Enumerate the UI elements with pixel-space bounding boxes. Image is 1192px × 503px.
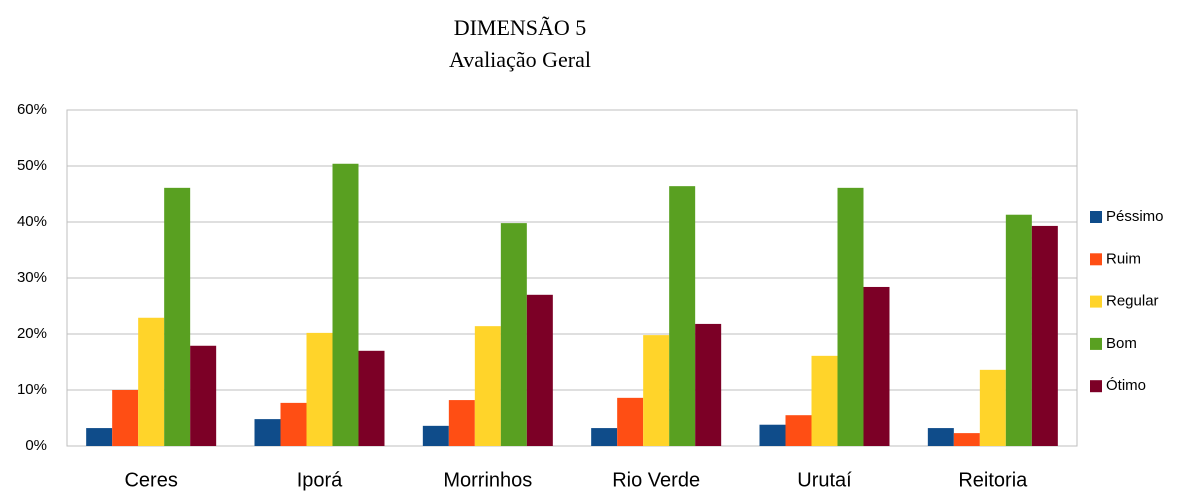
bar (306, 332, 333, 446)
bar (254, 419, 281, 446)
bar (785, 415, 812, 446)
y-tick-label: 0% (25, 437, 47, 454)
bar (422, 425, 449, 446)
y-tick-label: 20% (17, 325, 47, 342)
y-tick-label: 30% (17, 269, 47, 286)
bar (138, 317, 165, 446)
x-tick-label: Reitoria (958, 469, 1028, 491)
bar (164, 187, 191, 446)
bar (112, 390, 139, 446)
x-tick-label: Urutaí (797, 469, 852, 491)
bar (448, 400, 475, 446)
legend-label: Ruim (1106, 250, 1141, 267)
legend-swatch (1090, 253, 1102, 266)
y-tick-label: 50% (17, 157, 47, 174)
bar (332, 163, 359, 446)
legend-swatch (1090, 337, 1102, 350)
y-tick-label: 40% (17, 213, 47, 230)
bar (1005, 214, 1032, 446)
y-tick-label: 60% (17, 101, 47, 118)
bar (280, 402, 307, 446)
bar (863, 286, 890, 446)
y-tick-label: 10% (17, 381, 47, 398)
bar (500, 223, 527, 446)
legend-swatch (1090, 295, 1102, 308)
bar (591, 428, 618, 446)
bar (474, 326, 501, 446)
bar (811, 355, 838, 446)
legend-label: Ótimo (1106, 377, 1146, 394)
bar (190, 345, 217, 446)
bar (643, 335, 670, 446)
legend-label: Regular (1106, 293, 1159, 310)
x-tick-label: Iporá (297, 469, 343, 491)
legend-swatch (1090, 211, 1102, 223)
x-tick-label: Morrinhos (443, 469, 532, 491)
legend-swatch (1090, 380, 1102, 393)
bar (837, 187, 864, 446)
bar (927, 428, 954, 446)
bar (979, 369, 1006, 446)
bar (86, 428, 113, 446)
x-tick-label: Ceres (124, 469, 177, 491)
bar (1031, 225, 1058, 446)
bar (358, 350, 385, 446)
bar (759, 424, 786, 446)
bar (617, 397, 644, 446)
chart-subtitle: Avaliação Geral (449, 47, 591, 72)
x-tick-label: Rio Verde (612, 469, 700, 491)
chart-title: DIMENSÃO 5 (454, 15, 587, 40)
legend-label: Péssimo (1106, 208, 1164, 225)
legend-label: Bom (1106, 335, 1137, 352)
bar (695, 323, 722, 446)
bar (526, 294, 553, 446)
bar (953, 433, 980, 446)
bar (669, 186, 696, 446)
